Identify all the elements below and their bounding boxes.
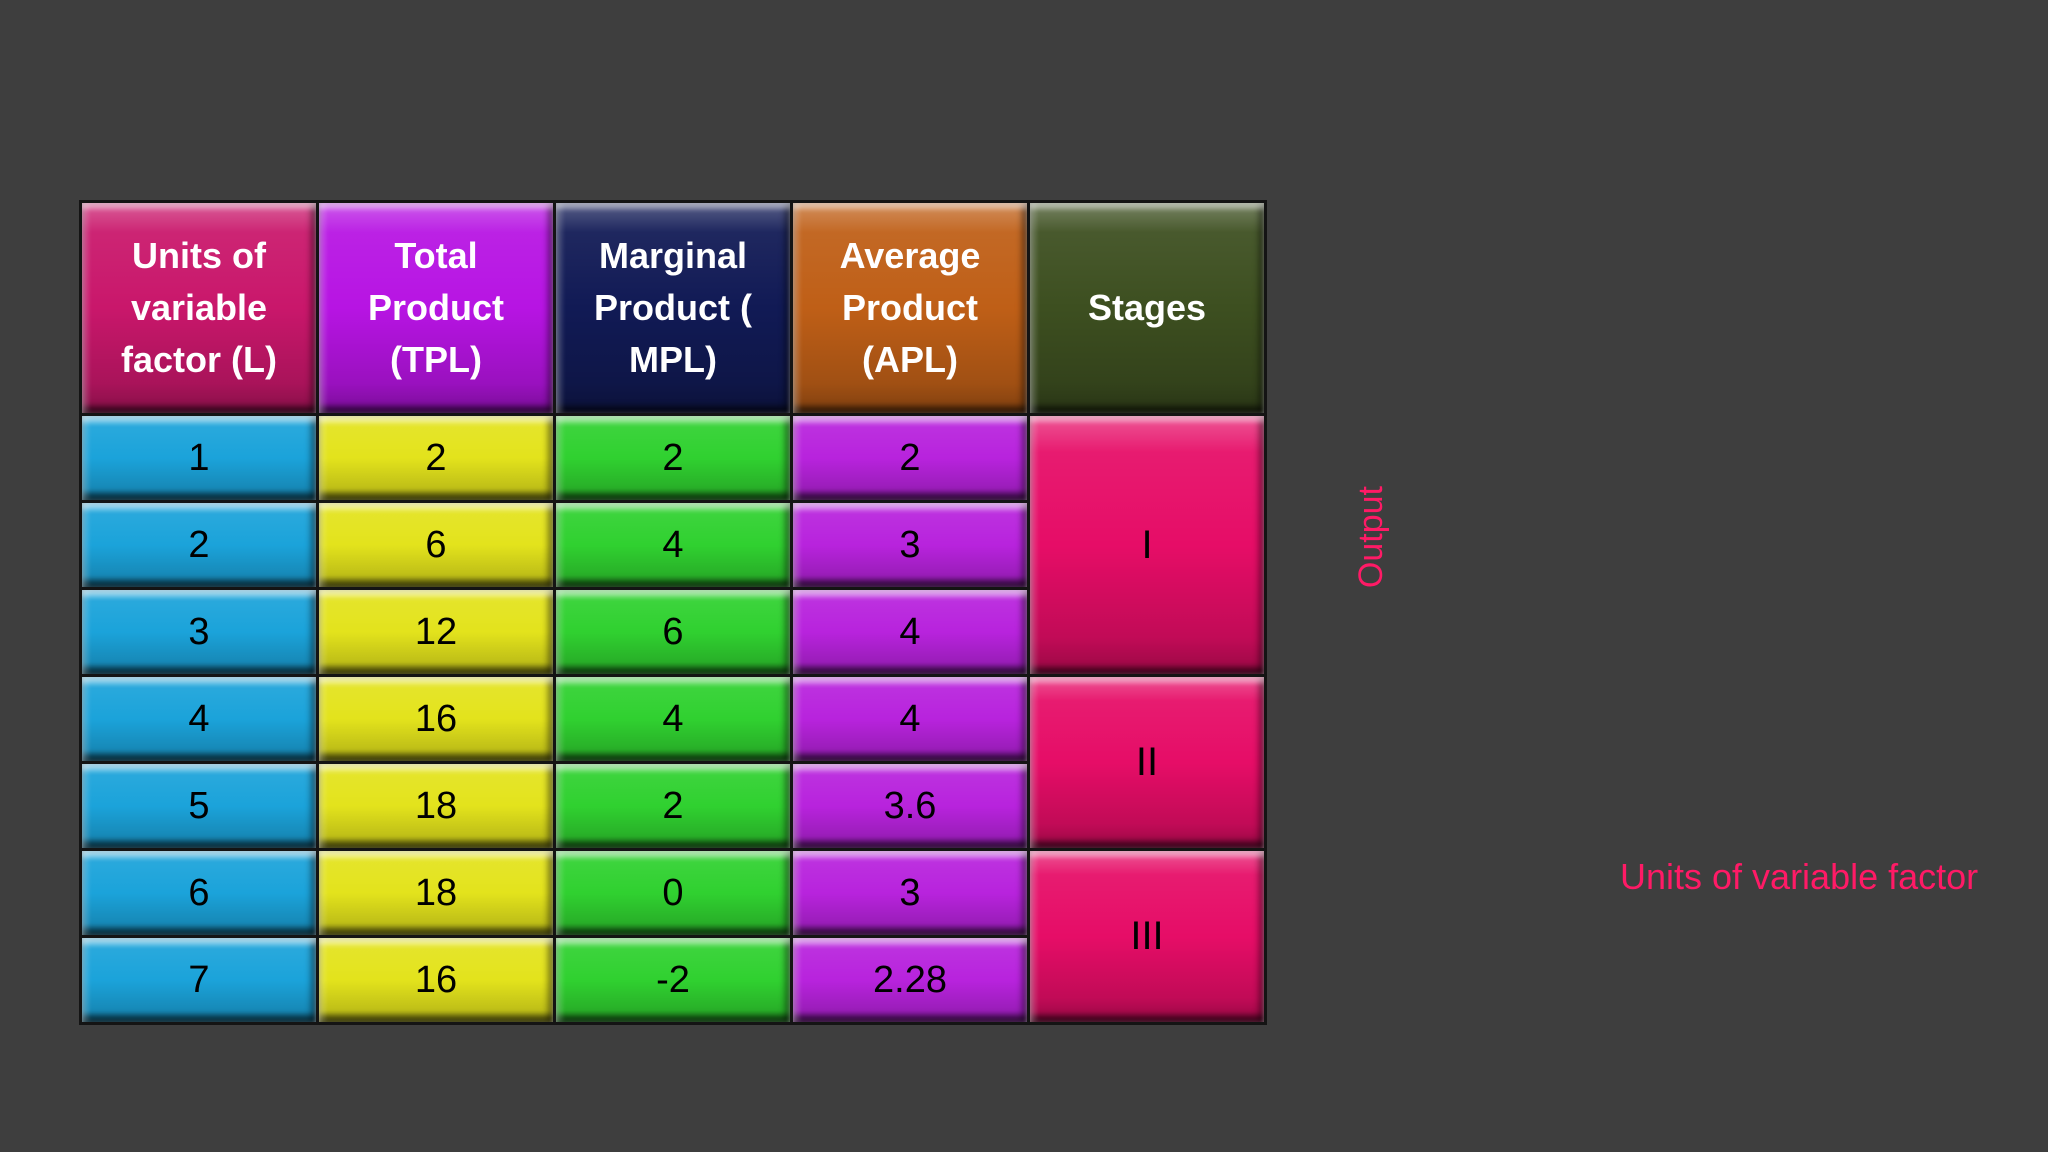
header-average-product: Average Product (APL) bbox=[793, 203, 1027, 413]
cell-mpl-r3: 6 bbox=[556, 590, 790, 674]
cell-tpl-r6: 18 bbox=[319, 851, 553, 935]
stage-cell-1: I bbox=[1030, 416, 1264, 674]
cell-mpl-r1: 2 bbox=[556, 416, 790, 500]
cell-apl-r1: 2 bbox=[793, 416, 1027, 500]
header-total-product: Total Product (TPL) bbox=[319, 203, 553, 413]
stage-cell-3: III bbox=[1030, 851, 1264, 1022]
cell-apl-r6: 3 bbox=[793, 851, 1027, 935]
cell-tpl-r2: 6 bbox=[319, 503, 553, 587]
cell-units-r3: 3 bbox=[82, 590, 316, 674]
cell-units-r5: 5 bbox=[82, 764, 316, 848]
cell-mpl-r4: 4 bbox=[556, 677, 790, 761]
cell-units-r7: 7 bbox=[82, 938, 316, 1022]
cell-apl-r2: 3 bbox=[793, 503, 1027, 587]
cell-tpl-r4: 16 bbox=[319, 677, 553, 761]
cell-tpl-r5: 18 bbox=[319, 764, 553, 848]
cell-mpl-r7: -2 bbox=[556, 938, 790, 1022]
header-marginal-product: Marginal Product ( MPL) bbox=[556, 203, 790, 413]
cell-apl-r4: 4 bbox=[793, 677, 1027, 761]
cell-units-r6: 6 bbox=[82, 851, 316, 935]
stage-cell-2: II bbox=[1030, 677, 1264, 848]
header-stages: Stages bbox=[1030, 203, 1264, 413]
cell-tpl-r3: 12 bbox=[319, 590, 553, 674]
cell-apl-r3: 4 bbox=[793, 590, 1027, 674]
cell-units-r1: 1 bbox=[82, 416, 316, 500]
cell-tpl-r1: 2 bbox=[319, 416, 553, 500]
x-axis-label: Units of variable factor bbox=[1620, 856, 1979, 897]
cell-units-r2: 2 bbox=[82, 503, 316, 587]
cell-mpl-r2: 4 bbox=[556, 503, 790, 587]
y-axis-label: Output bbox=[1352, 486, 1390, 589]
cell-tpl-r7: 16 bbox=[319, 938, 553, 1022]
cell-apl-r7: 2.28 bbox=[793, 938, 1027, 1022]
cell-units-r4: 4 bbox=[82, 677, 316, 761]
product-table: Units of variable factor (L) Total Produ… bbox=[79, 200, 1267, 1025]
cell-mpl-r5: 2 bbox=[556, 764, 790, 848]
header-units-of-variable-factor: Units of variable factor (L) bbox=[82, 203, 316, 413]
cell-apl-r5: 3.6 bbox=[793, 764, 1027, 848]
cell-mpl-r6: 0 bbox=[556, 851, 790, 935]
